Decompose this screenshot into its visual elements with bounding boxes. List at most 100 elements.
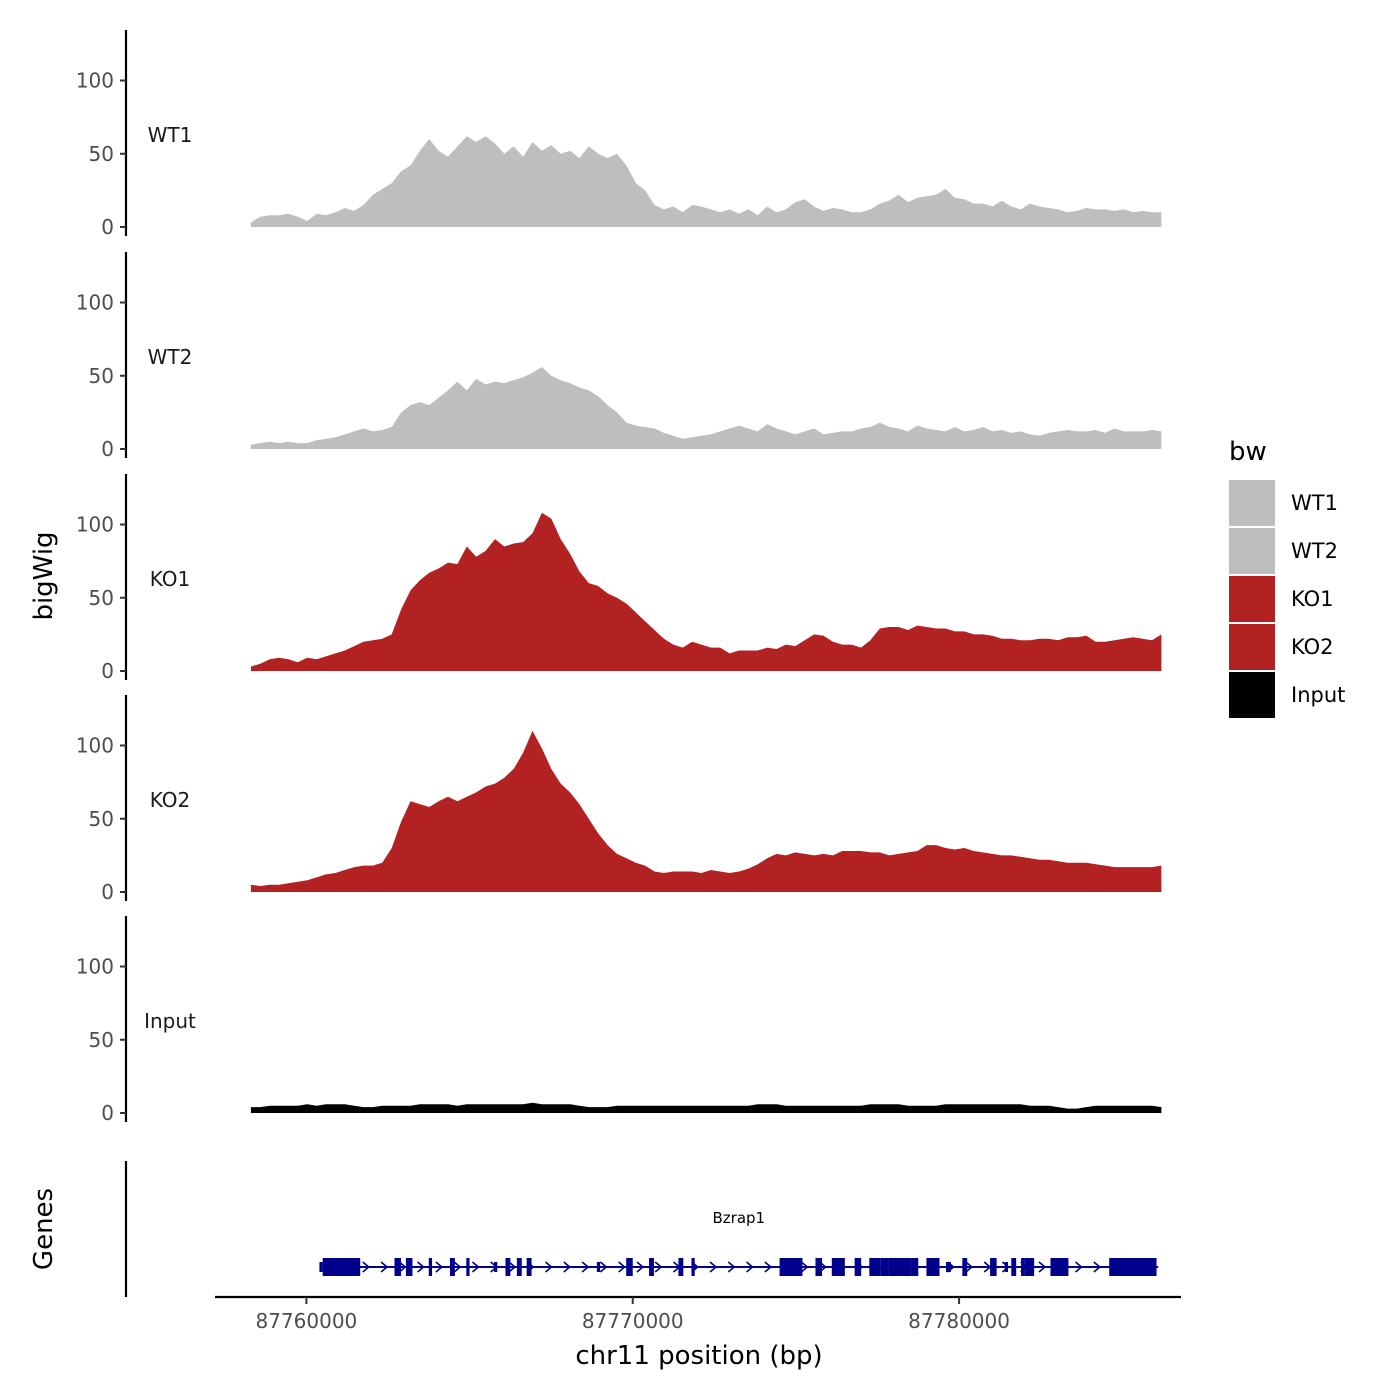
coding-exon	[394, 1258, 402, 1276]
y-tick-label: 0	[101, 880, 114, 904]
y-tick-label: 50	[89, 142, 114, 166]
y-tick-label: 0	[101, 1101, 114, 1125]
strand-arrow	[1075, 1261, 1083, 1273]
coding-exon	[505, 1258, 511, 1276]
coverage-tracks: 0 50 100 WT1 0 50 100 WT2 0 50 100 KO1 0 50 100 KO2 0 50 1…	[76, 30, 1162, 1125]
coding-exon	[1050, 1258, 1069, 1276]
strand-arrow	[709, 1261, 718, 1273]
strand-arrow	[1038, 1261, 1047, 1273]
coding-exon	[926, 1258, 940, 1276]
strand-arrow	[1001, 1261, 1010, 1273]
strand-arrow	[380, 1261, 389, 1273]
utr-exon	[946, 1262, 951, 1272]
track-label: KO2	[150, 788, 191, 812]
strand-arrow	[581, 1261, 590, 1273]
legend-key-input	[1229, 672, 1275, 718]
coding-exon	[831, 1258, 845, 1276]
x-tick-label: 87770000	[582, 1309, 684, 1333]
y-tick-label: 50	[89, 364, 114, 388]
strand-arrow	[453, 1261, 462, 1273]
track-label: KO1	[150, 567, 191, 591]
track-input: 0 50 100 Input	[76, 916, 1162, 1125]
utr-exon	[494, 1262, 498, 1272]
strand-arrow	[1093, 1261, 1102, 1273]
legend-key-wt1	[1229, 480, 1275, 526]
coding-exon	[1011, 1258, 1017, 1276]
legend-key-ko1	[1229, 576, 1275, 622]
utr-exon	[319, 1262, 323, 1272]
strand-arrow	[417, 1261, 425, 1273]
legend-label-ko1: KO1	[1291, 587, 1334, 611]
track-wt1: 0 50 100 WT1	[76, 30, 1162, 239]
strand-arrow	[727, 1261, 736, 1273]
track-wt2: 0 50 100 WT2	[76, 252, 1162, 461]
coding-exon	[854, 1258, 862, 1276]
utr-exon	[1004, 1262, 1009, 1272]
y-tick-label: 100	[76, 734, 114, 758]
genes-panel-title: Genes	[29, 1188, 59, 1270]
strand-arrow	[471, 1261, 480, 1273]
strand-arrow	[599, 1261, 608, 1273]
coding-exon	[649, 1258, 654, 1276]
legend-label-wt1: WT1	[1291, 491, 1338, 515]
strand-arrow	[965, 1261, 974, 1273]
coding-exon	[405, 1258, 413, 1276]
utr-exon	[596, 1262, 601, 1272]
genes-panel: Bzrap1	[124, 1161, 1159, 1297]
track-label: Input	[144, 1009, 196, 1033]
track-ko2: 0 50 100 KO2	[76, 695, 1162, 904]
y-tick-label: 100	[76, 513, 114, 537]
legend-key-wt2	[1229, 528, 1275, 574]
legend-label-ko2: KO2	[1291, 635, 1334, 659]
strand-arrow	[800, 1261, 809, 1273]
y-axis-title: bigWig	[29, 531, 59, 620]
strand-arrow	[545, 1261, 553, 1273]
coding-exon	[910, 1258, 919, 1276]
y-tick-label: 100	[76, 291, 114, 315]
strand-arrow	[508, 1261, 517, 1273]
coding-exon	[815, 1258, 823, 1276]
y-tick-label: 50	[89, 807, 114, 831]
track-ko1: 0 50 100 KO1	[76, 474, 1162, 683]
coding-exon	[880, 1258, 889, 1276]
legend-key-ko2	[1229, 624, 1275, 670]
coding-exon	[1021, 1258, 1025, 1276]
coverage-area-wt2	[250, 367, 1162, 449]
coding-exon	[888, 1258, 911, 1276]
strand-arrow	[746, 1261, 754, 1273]
x-axis-title: chr11 position (bp)	[575, 1341, 822, 1371]
y-tick-label: 50	[89, 1028, 114, 1052]
strand-arrow	[654, 1261, 663, 1273]
coverage-area-input	[250, 1102, 1162, 1113]
coding-exon	[1109, 1258, 1157, 1276]
coding-exon	[962, 1258, 968, 1276]
coding-exon	[428, 1258, 433, 1276]
strand-arrow	[764, 1261, 773, 1273]
strand-arrow	[636, 1261, 645, 1273]
y-tick-label: 100	[76, 955, 114, 979]
coding-exon	[466, 1258, 470, 1276]
coverage-area-ko1	[250, 512, 1162, 671]
gene-bzrap1: Bzrap1	[319, 1209, 1159, 1276]
strand-arrow	[398, 1261, 407, 1273]
legend: bw WT1 WT2 KO1 KO2 Input	[1229, 437, 1345, 718]
coding-exon	[516, 1258, 522, 1276]
strand-arrow	[618, 1261, 626, 1273]
track-label: WT2	[148, 345, 193, 369]
coding-exon	[990, 1258, 997, 1276]
coding-exon	[691, 1258, 695, 1276]
coding-exon	[322, 1258, 361, 1276]
y-tick-label: 100	[76, 69, 114, 93]
coding-exon	[449, 1258, 455, 1276]
legend-label-input: Input	[1291, 683, 1345, 707]
x-tick-label: 87780000	[908, 1309, 1010, 1333]
coding-exon	[678, 1258, 684, 1276]
x-tick-label: 87760000	[255, 1309, 357, 1333]
y-tick-label: 0	[101, 659, 114, 683]
legend-title: bw	[1229, 437, 1267, 467]
coding-exon	[1024, 1258, 1035, 1276]
coding-exon	[626, 1258, 633, 1276]
x-axis: 87760000 87770000 87780000	[215, 1295, 1181, 1333]
track-label: WT1	[148, 123, 193, 147]
